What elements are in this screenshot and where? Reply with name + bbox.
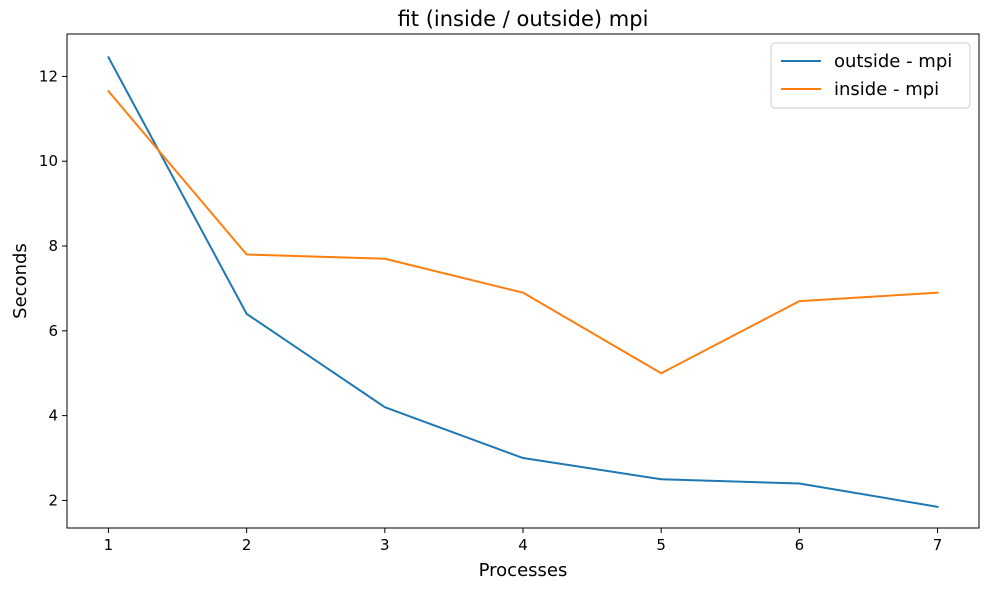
y-tick-label: 2: [48, 491, 58, 509]
x-tick-label: 4: [518, 536, 528, 554]
y-axis: 2 4 6 8 10 12: [39, 67, 67, 509]
x-tick-label: 1: [104, 536, 114, 554]
y-tick-label: 10: [39, 152, 58, 170]
x-tick-label: 5: [656, 536, 666, 554]
y-tick-label: 8: [48, 237, 58, 255]
legend-label-1: outside - mpi: [834, 51, 952, 72]
x-tick-label: 2: [242, 536, 252, 554]
x-axis: 1 2 3 4 5 6 7: [104, 528, 943, 554]
y-tick-label: 6: [48, 322, 58, 340]
x-tick-label: 7: [933, 536, 943, 554]
legend-label-2: inside - mpi: [834, 79, 939, 100]
series-line-1: [107, 55, 939, 508]
chart-title: fit (inside / outside) mpi: [398, 7, 649, 31]
legend-box: [770, 42, 971, 109]
y-axis-label: Seconds: [10, 243, 31, 319]
x-tick-label: 3: [380, 536, 390, 554]
series-line-2: [107, 89, 939, 375]
y-tick-label: 4: [48, 407, 58, 425]
y-tick-label: 12: [39, 67, 58, 85]
legend: outside - mpi inside - mpi: [770, 42, 971, 109]
series-lines: [107, 55, 939, 508]
x-axis-label: Processes: [479, 560, 568, 581]
x-tick-label: 6: [795, 536, 805, 554]
